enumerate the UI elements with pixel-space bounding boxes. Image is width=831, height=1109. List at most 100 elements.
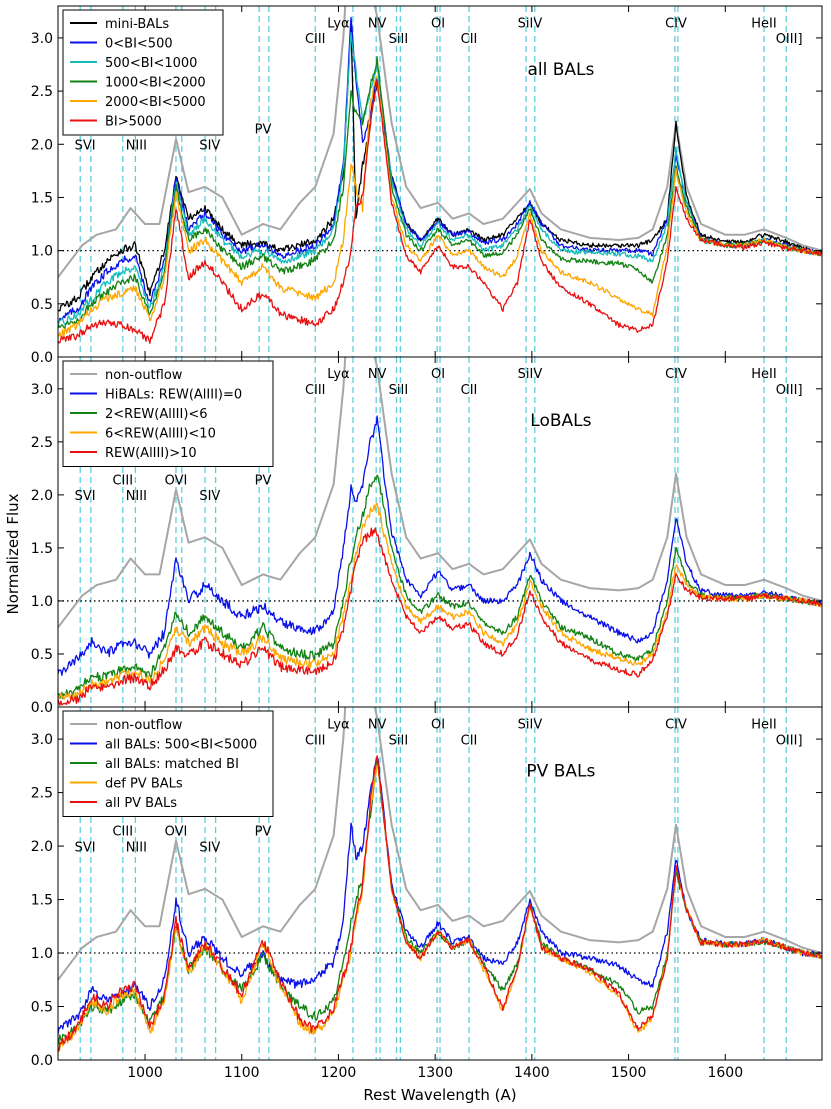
y-tick-label: 0.0 — [31, 1053, 53, 1069]
panel-all-bals: SVICIIINIIIOVISIVPVCIIILyαNVSiIIOICIISiI… — [31, 5, 823, 366]
emission-line-label: SiIV — [518, 16, 543, 31]
y-axis-label: Normalized Flux — [4, 493, 22, 614]
x-tick-label: 1100 — [224, 1065, 260, 1081]
series-line-non-outflow — [58, 707, 822, 981]
emission-line-label: CIII — [112, 824, 133, 839]
y-tick-label: 3.0 — [31, 732, 53, 748]
x-tick-label: 1200 — [321, 1065, 357, 1081]
y-tick-label: 1.5 — [31, 893, 53, 909]
y-tick-label: 0.5 — [31, 647, 53, 663]
emission-line-label: OIII] — [776, 383, 803, 398]
series-line-rew-aliii-10 — [58, 527, 822, 706]
emission-line-label: Lyα — [327, 717, 349, 732]
y-tick-label: 0.5 — [31, 1000, 53, 1016]
legend-label: all PV BALs — [105, 796, 177, 811]
y-tick-label: 2.0 — [31, 137, 53, 153]
panel-title: PV BALs — [526, 762, 595, 782]
series-line-all-pv-bals — [58, 755, 822, 1052]
legend-label: all BALs: matched BI — [105, 757, 239, 772]
legend-label: REW(AlIII)>10 — [105, 446, 197, 461]
y-tick-label: 2.5 — [31, 786, 53, 802]
legend-label: non-outflow — [105, 368, 183, 383]
legend-box — [62, 710, 274, 817]
emission-line-label: CII — [461, 733, 478, 748]
legend-label: def PV BALs — [105, 777, 183, 792]
panel-title: LoBALs — [530, 411, 591, 431]
legend-label: mini-BALs — [105, 17, 169, 32]
emission-line-label: OI — [431, 367, 445, 382]
series-line-bi-5000 — [58, 79, 822, 344]
emission-line-label: SiII — [389, 32, 409, 47]
legend-label: 2000<BI<5000 — [105, 95, 206, 110]
emission-line-label: SVI — [75, 139, 96, 154]
x-tick-label: 1300 — [417, 1065, 453, 1081]
emission-line-label: SIV — [199, 840, 220, 855]
plot-area — [58, 357, 822, 707]
legend-box — [62, 9, 224, 136]
y-tick-label: 2.0 — [31, 488, 53, 504]
y-tick-label: 0.0 — [31, 350, 53, 366]
x-tick-label: 1600 — [707, 1065, 743, 1081]
emission-line-label: SVI — [75, 840, 96, 855]
emission-line-label: CIV — [665, 717, 687, 732]
emission-line-label: NV — [368, 367, 387, 382]
emission-line-label: NIII — [126, 139, 147, 154]
series-line-6-rew-aliii-10 — [58, 502, 822, 701]
emission-line-label: CIII — [305, 733, 326, 748]
y-tick-label: 1.5 — [31, 541, 53, 557]
y-tick-label: 3.0 — [31, 382, 53, 398]
emission-line-label: NIII — [126, 840, 147, 855]
emission-line-label: CIII — [305, 383, 326, 398]
y-tick-label: 2.0 — [31, 839, 53, 855]
x-axis-label: Rest Wavelength (A) — [363, 1086, 516, 1104]
legend-label: non-outflow — [105, 718, 183, 733]
emission-line-label: OI — [431, 16, 445, 31]
y-tick-label: 3.0 — [31, 31, 53, 47]
panel-title: all BALs — [527, 60, 594, 80]
series-line-mini-bals — [58, 22, 822, 312]
emission-line-label: PV — [255, 473, 272, 488]
y-tick-label: 0.5 — [31, 297, 53, 313]
emission-line-label: SiII — [389, 733, 409, 748]
y-tick-label: 1.0 — [31, 244, 53, 260]
legend-label: 2<REW(AlIII)<6 — [105, 407, 208, 422]
legend-label: all BALs: 500<BI<5000 — [105, 738, 257, 753]
series-line-2000-bi-5000 — [58, 75, 822, 338]
emission-line-label: HeII — [751, 717, 776, 732]
y-tick-label: 2.5 — [31, 84, 53, 100]
emission-line-label: OVI — [165, 473, 188, 488]
legend-label: HiBALs: REW(AlIII)=0 — [105, 388, 242, 403]
x-tick-label: 1500 — [611, 1065, 647, 1081]
x-tick-label: 1400 — [514, 1065, 550, 1081]
emission-line-label: SiIV — [518, 367, 543, 382]
plot-area — [58, 707, 822, 1060]
emission-line-label: HeII — [751, 367, 776, 382]
legend-box — [62, 360, 274, 467]
y-tick-label: 1.0 — [31, 946, 53, 962]
y-tick-label: 1.5 — [31, 190, 53, 206]
emission-line-label: OVI — [165, 824, 188, 839]
x-tick-label: 1000 — [127, 1065, 163, 1081]
emission-line-label: CII — [461, 383, 478, 398]
emission-line-label: Lyα — [327, 367, 349, 382]
series-line-non-outflow — [58, 357, 822, 629]
series-line-hibals-rew-aliii-0 — [58, 415, 822, 676]
emission-line-label: SiII — [389, 383, 409, 398]
emission-line-label: NV — [368, 717, 387, 732]
emission-line-label: Lyα — [327, 16, 349, 31]
emission-line-label: SIV — [199, 139, 220, 154]
emission-line-label: CIV — [665, 16, 687, 31]
y-tick-label: 1.0 — [31, 594, 53, 610]
emission-line-label: CIV — [665, 367, 687, 382]
emission-line-label: HeII — [751, 16, 776, 31]
legend-label: BI>5000 — [105, 115, 162, 130]
y-tick-label: 0.0 — [31, 700, 53, 716]
emission-line-label: SIV — [199, 489, 220, 504]
axes-frame — [57, 706, 823, 1061]
emission-line-label: OIII] — [776, 32, 803, 47]
legend-label: 500<BI<1000 — [105, 56, 197, 71]
emission-line-label: OI — [431, 717, 445, 732]
emission-line-label: OIII] — [776, 733, 803, 748]
